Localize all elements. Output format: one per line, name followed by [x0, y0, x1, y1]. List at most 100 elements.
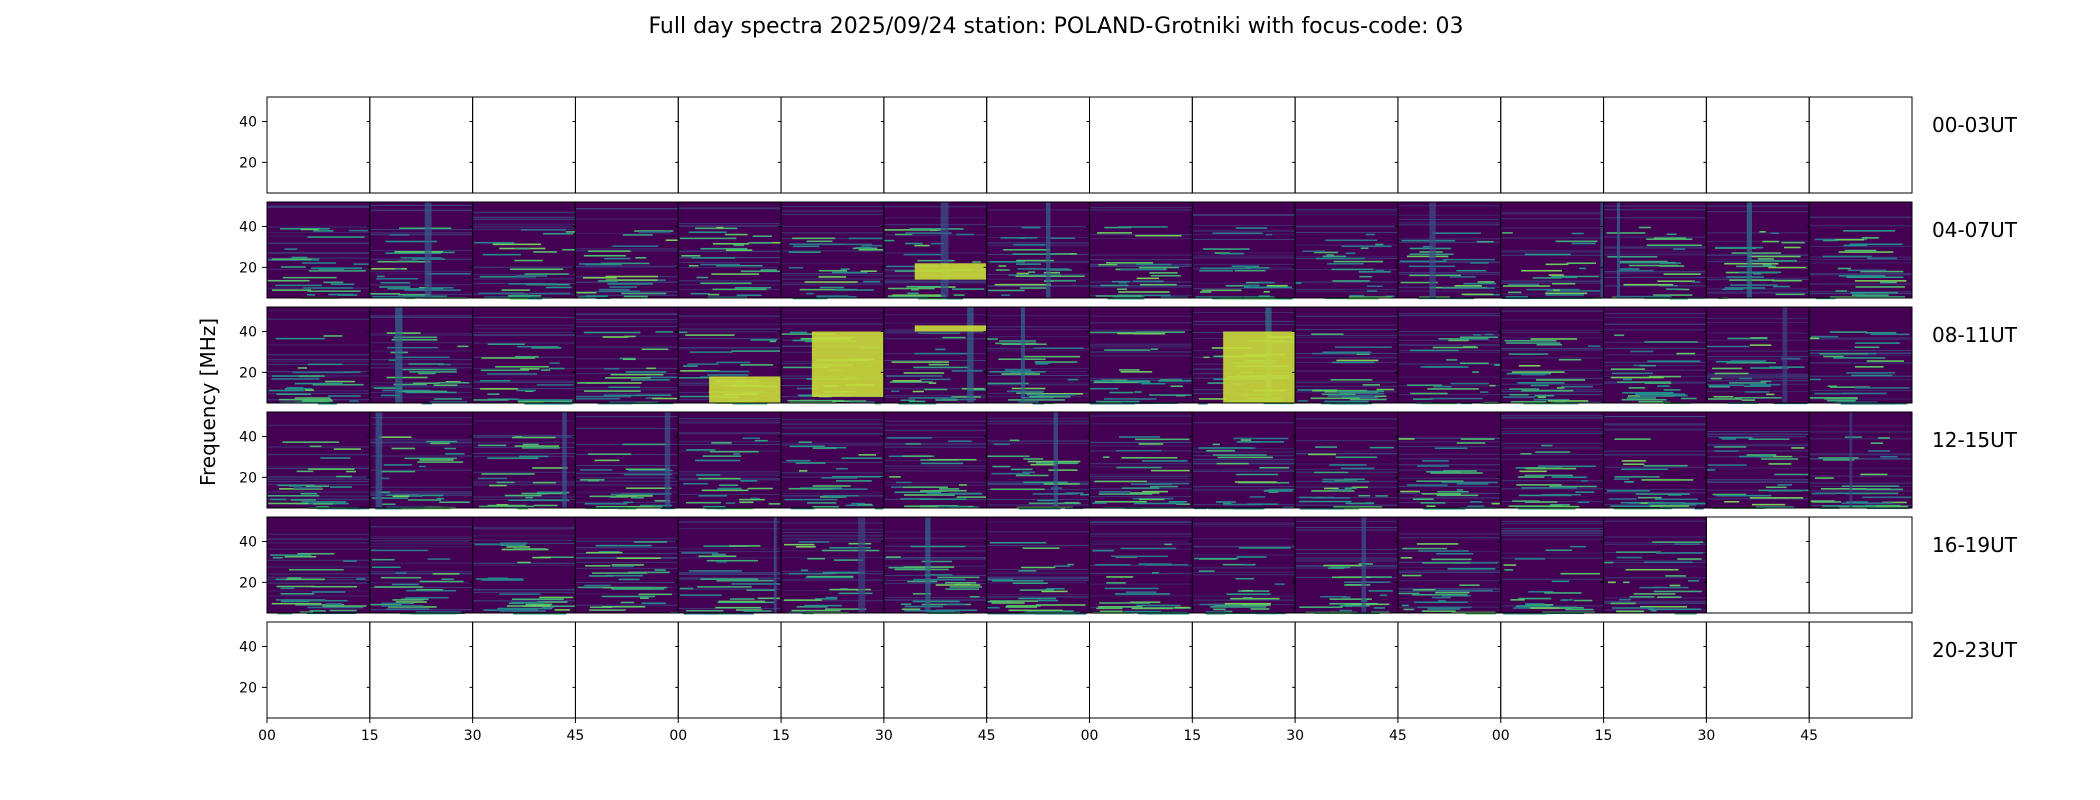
spectrum-background: [1603, 517, 1707, 613]
emission-streak: [524, 604, 551, 607]
row-label: 16-19UT: [1932, 533, 2018, 557]
noise-band: [472, 526, 576, 528]
emission-streak: [533, 251, 557, 253]
noise-band: [1706, 288, 1810, 290]
emission-streak: [1818, 457, 1859, 459]
emission-streak: [373, 387, 403, 389]
noise-band: [1500, 557, 1604, 559]
spectrum-background: [1706, 307, 1810, 403]
emission-streak: [924, 574, 953, 576]
segment-frame: [1808, 621, 1913, 719]
noise-band: [1192, 469, 1296, 471]
emission-streak: [1663, 273, 1701, 275]
noise-band: [678, 528, 782, 530]
emission-streak: [1436, 589, 1493, 592]
emission-streak: [1608, 581, 1616, 584]
emission-streak: [1437, 490, 1469, 493]
x-tick-label: 30: [875, 728, 893, 744]
emission-streak: [1333, 506, 1383, 508]
spectrum-segment: [1497, 411, 1605, 510]
emission-streak: [995, 342, 1037, 345]
emission-streak: [304, 389, 314, 391]
emission-streak: [522, 447, 560, 449]
emission-streak: [353, 263, 369, 265]
emission-streak: [387, 346, 439, 349]
emission-streak: [405, 596, 449, 599]
noise-band: [883, 360, 987, 362]
emission-streak: [421, 402, 432, 405]
emission-streak: [495, 365, 549, 368]
emission-streak: [1721, 438, 1736, 440]
x-tick-label: 15: [1595, 728, 1613, 744]
noise-band: [1809, 482, 1912, 484]
noise-band: [575, 313, 679, 315]
row-label: 20-23UT: [1932, 638, 2018, 662]
x-tick-label: 00: [1492, 728, 1510, 744]
emission-streak: [719, 484, 739, 487]
noise-band: [472, 484, 576, 486]
emission-streak: [1023, 355, 1081, 358]
noise-band: [1809, 355, 1912, 357]
spectrum-segment: [983, 411, 1090, 510]
noise-band: [1603, 329, 1707, 331]
noise-band: [575, 567, 679, 569]
noise-band: [883, 279, 987, 281]
noise-band: [1397, 385, 1501, 387]
emission-streak: [480, 369, 529, 372]
emission-streak: [1240, 439, 1252, 441]
emission-streak: [747, 242, 773, 244]
noise-band: [678, 551, 782, 553]
emission-streak: [1854, 366, 1884, 368]
emission-streak: [1145, 482, 1190, 485]
noise-band: [1603, 450, 1707, 452]
emission-streak: [1049, 269, 1072, 271]
emission-streak: [1734, 396, 1782, 399]
noise-band: [986, 596, 1090, 598]
noise-band: [1397, 453, 1501, 455]
emission-streak: [1646, 238, 1693, 240]
segment-frame: [1294, 96, 1399, 194]
emission-streak: [487, 393, 500, 395]
emission-streak: [1136, 604, 1181, 607]
emission-streak: [1298, 500, 1352, 503]
spectrum-segment: [1806, 201, 1913, 300]
emission-streak: [1491, 502, 1500, 505]
noise-band: [575, 319, 679, 321]
emission-streak: [1811, 501, 1842, 503]
emission-streak: [391, 339, 438, 341]
emission-streak: [1545, 294, 1584, 296]
noise-band: [678, 470, 782, 472]
emission-streak: [921, 603, 972, 606]
spectrum-segment: [1086, 411, 1193, 509]
emission-streak: [1332, 489, 1352, 491]
emission-streak: [1006, 390, 1045, 393]
emission-streak: [1772, 279, 1802, 282]
noise-band: [1603, 323, 1707, 325]
emission-streak: [520, 229, 566, 231]
emission-streak: [898, 402, 937, 405]
emission-streak: [1349, 294, 1365, 297]
emission-streak: [994, 283, 1051, 286]
emission-streak: [307, 236, 365, 238]
noise-band: [1192, 458, 1296, 460]
emission-streak: [387, 287, 444, 290]
emission-streak: [1454, 284, 1482, 287]
emission-streak: [268, 502, 309, 505]
emission-streak: [389, 234, 410, 236]
emission-streak: [920, 462, 964, 465]
noise-band: [1706, 339, 1810, 341]
emission-streak: [1332, 280, 1370, 282]
noise-band: [1603, 492, 1707, 494]
emission-streak: [292, 371, 350, 374]
noise-band: [1397, 242, 1501, 244]
spectrum-segment: [572, 306, 679, 405]
spectrum-segment: [1086, 621, 1193, 719]
noise-band: [267, 533, 370, 535]
noise-band: [472, 564, 576, 566]
emission-streak: [507, 295, 542, 297]
emission-streak: [1012, 253, 1057, 255]
noise-band: [472, 535, 576, 537]
emission-streak: [688, 264, 699, 267]
emission-streak: [1676, 352, 1696, 355]
noise-band: [678, 328, 782, 330]
